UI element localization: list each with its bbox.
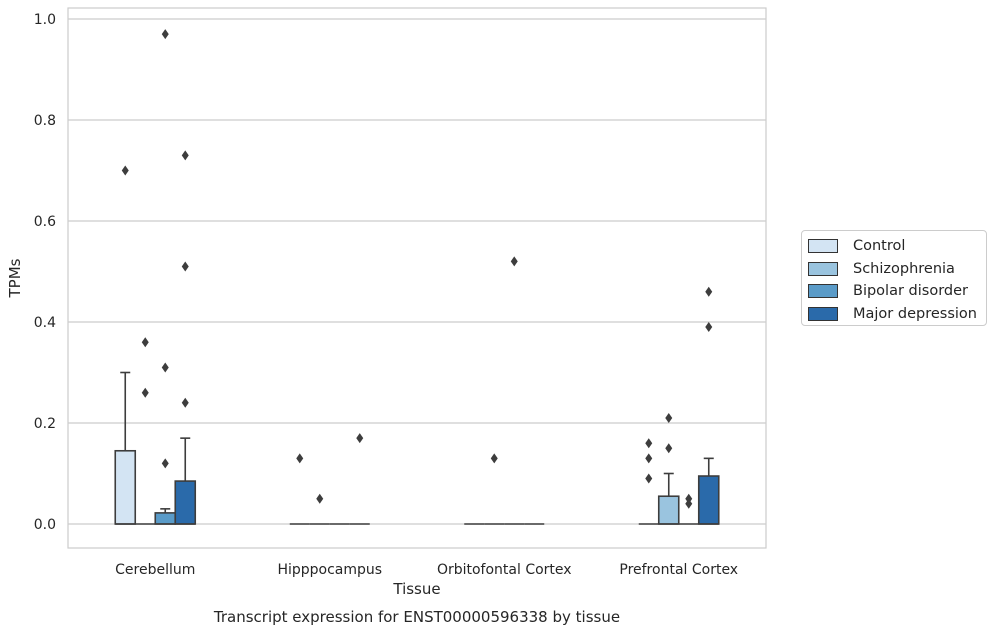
y-tick-label: 0.0 <box>34 517 56 533</box>
outlier-point <box>356 433 364 444</box>
legend-swatch <box>808 239 838 254</box>
outlier-point <box>141 387 149 398</box>
legend-swatch <box>808 261 838 276</box>
chart-title: Transcript expression for ENST0000059633… <box>213 608 620 626</box>
box-body <box>697 475 720 525</box>
outlier-point <box>510 256 518 267</box>
outlier-point <box>161 458 169 469</box>
legend: Control Schizophrenia Bipolar disorder M… <box>801 230 987 326</box>
outlier-point <box>645 473 653 484</box>
legend-label: Bipolar disorder <box>853 283 968 300</box>
outlier-point <box>685 498 693 509</box>
box-body <box>154 512 177 525</box>
legend-label: Control <box>853 238 906 255</box>
outlier-point <box>645 453 653 464</box>
outlier-point <box>665 443 673 454</box>
outlier-point <box>685 493 693 504</box>
legend-item-bipolar-disorder: Bipolar disorder <box>808 280 980 303</box>
box-0-1 <box>135 337 156 525</box>
outlier-point <box>316 493 324 504</box>
outlier-point <box>665 412 673 423</box>
y-axis-title: TPMs <box>6 258 24 298</box>
outlier-point <box>181 397 189 408</box>
plot-frame <box>67 7 767 549</box>
y-tick-label: 0.2 <box>34 416 56 432</box>
legend-item-schizophrenia: Schizophrenia <box>808 258 980 281</box>
legend-label: Schizophrenia <box>853 260 955 277</box>
box-1-0 <box>289 453 310 525</box>
outlier-point <box>645 438 653 449</box>
grid-lines <box>68 18 766 525</box>
y-tick-label: 0.4 <box>34 315 56 331</box>
legend-swatch <box>808 284 838 299</box>
legend-item-control: Control <box>808 235 980 258</box>
box-3-0 <box>638 438 659 525</box>
y-tick-label: 0.6 <box>34 214 56 230</box>
box-3-1 <box>657 412 680 525</box>
outlier-point <box>181 150 189 161</box>
legend-item-major-depression: Major depression <box>808 303 980 326</box>
legend-label: Major depression <box>853 305 977 322</box>
box-3-3 <box>697 286 720 525</box>
outlier-point <box>705 322 713 333</box>
outlier-point <box>161 29 169 40</box>
x-tick-labels: Cerebellum Hipppocampus Orbitofontal Corte… <box>115 562 738 578</box>
y-tick-label: 0.8 <box>34 113 56 129</box>
y-tick-labels: 0.0 0.2 0.4 0.6 0.8 1.0 <box>34 12 56 533</box>
x-tick-label: Prefrontal Cortex <box>619 562 738 578</box>
outlier-point <box>296 453 304 464</box>
x-tick-label: Orbitofontal Cortex <box>437 562 572 578</box>
box-body <box>114 449 137 525</box>
outlier-point <box>161 362 169 373</box>
x-axis-title: Tissue <box>392 580 440 598</box>
box-2-2 <box>504 256 525 525</box>
box-body <box>174 480 197 525</box>
box-body <box>657 495 680 525</box>
x-tick-label: Cerebellum <box>115 562 195 578</box>
box-0-3 <box>174 150 197 525</box>
legend-swatch <box>808 306 838 321</box>
box-0-2 <box>154 29 177 525</box>
box-1-3 <box>349 433 370 525</box>
box-0-0 <box>114 165 137 525</box>
box-1-1 <box>309 493 330 525</box>
box-3-2 <box>678 493 699 525</box>
outlier-point <box>705 286 713 297</box>
y-tick-label: 1.0 <box>34 12 56 28</box>
outlier-point <box>490 453 498 464</box>
outlier-point <box>181 261 189 272</box>
outlier-point <box>121 165 129 176</box>
x-tick-label: Hipppocampus <box>277 562 382 578</box>
box-groups <box>114 29 720 525</box>
box-2-1 <box>484 453 505 525</box>
outlier-point <box>141 337 149 348</box>
